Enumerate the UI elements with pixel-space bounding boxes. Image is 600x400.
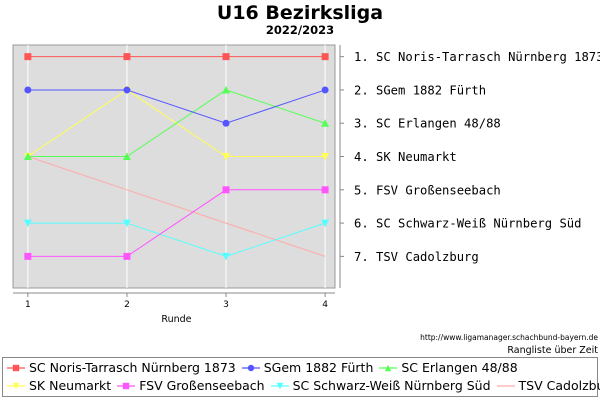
- legend-swatch: [270, 382, 289, 389]
- data-point: [123, 252, 131, 260]
- data-point: [321, 153, 330, 161]
- legend-swatch-marker: [385, 364, 392, 371]
- legend-label: TSV Cadolzburg: [518, 378, 600, 393]
- data-point: [321, 86, 329, 94]
- data-point: [321, 219, 330, 228]
- x-axis-label: Runde: [161, 314, 191, 325]
- legend-swatch: [379, 364, 398, 371]
- legend-label: SK Neumarkt: [29, 378, 112, 393]
- legend-swatch: [7, 364, 25, 371]
- data-point: [24, 53, 32, 61]
- legend-label: SC Erlangen 48/88: [401, 360, 518, 375]
- y-tick-label: 3. SC Erlangen 48/88: [354, 117, 501, 131]
- legend-row: SK Neumarkt FSV Großenseebach SC Schwarz-W…: [7, 378, 600, 393]
- rank-over-time-label: Rangliste über Zeit: [507, 345, 598, 356]
- data-point: [24, 252, 32, 260]
- data-point: [122, 152, 131, 161]
- legend-item: SK Neumarkt: [7, 378, 111, 393]
- x-tick-label: 1: [25, 300, 31, 310]
- data-point: [222, 119, 230, 127]
- series-line: [27, 222, 326, 257]
- data-point: [321, 186, 329, 194]
- data-point: [222, 186, 230, 194]
- x-tick-label: 4: [322, 300, 328, 310]
- y-tick-label: 1. SC Noris-Tarrasch Nürnberg 1873: [354, 50, 600, 64]
- y-tick-label: 4. SK Neumarkt: [354, 150, 457, 164]
- data-point: [321, 53, 329, 61]
- legend-item: SC Erlangen 48/88: [379, 360, 518, 375]
- legend-swatch-marker: [12, 382, 20, 389]
- series-line: [27, 89, 326, 124]
- data-point: [23, 152, 32, 161]
- legend: SC Noris-Tarrasch Nürnberg 1873 SGem 1882…: [2, 357, 600, 397]
- legend-label: SC Schwarz-Weiß Nürnberg Süd: [292, 378, 491, 393]
- chart-subtitle: 2022/2023: [265, 23, 335, 37]
- legend-swatch-marker: [276, 382, 283, 389]
- data-point: [222, 85, 231, 94]
- y-tick-label: 6. SC Schwarz-Weiß Nürnberg Süd: [354, 217, 581, 231]
- data-point: [122, 219, 131, 228]
- data-point: [321, 119, 330, 127]
- legend-swatch: [241, 364, 260, 371]
- legend-label: SGem 1882 Fürth: [263, 360, 374, 375]
- legend-item: SC Schwarz-Weiß Nürnberg Süd: [270, 378, 491, 393]
- legend-item: TSV Cadolzburg: [496, 378, 600, 393]
- legend-swatch: [496, 384, 515, 387]
- data-point: [222, 153, 231, 161]
- legend-label: SC Noris-Tarrasch Nürnberg 1873: [29, 360, 236, 375]
- legend-item: FSV Großenseebach: [117, 378, 265, 393]
- y-tick-label: 5. FSV Großenseebach: [354, 183, 501, 197]
- data-point: [24, 86, 32, 94]
- x-tick-label: 3: [223, 300, 229, 310]
- series-line: [27, 189, 326, 257]
- data-point: [123, 53, 131, 61]
- plot-area: [12, 44, 336, 289]
- data-point: [123, 86, 131, 94]
- legend-swatch: [117, 382, 136, 389]
- y-tick-label: 2. SGem 1882 Fürth: [354, 83, 486, 97]
- legend-item: SC Noris-Tarrasch Nürnberg 1873: [7, 360, 236, 375]
- data-point: [222, 53, 230, 61]
- chart-title: U16 Bezirksliga: [216, 2, 384, 24]
- legend-item: SGem 1882 Fürth: [241, 360, 374, 375]
- legend-swatch: [7, 382, 25, 389]
- legend-row: SC Noris-Tarrasch Nürnberg 1873 SGem 1882…: [7, 360, 524, 375]
- legend-swatch-marker: [12, 364, 20, 371]
- legend-swatch-marker: [122, 382, 130, 389]
- data-point: [23, 219, 32, 228]
- y-tick-label: 7. TSV Cadolzburg: [354, 250, 479, 264]
- source-url: http://www.ligamanager.schachbund-bayern…: [420, 333, 598, 342]
- legend-swatch-marker: [247, 364, 254, 371]
- data-point: [222, 252, 231, 261]
- x-tick-label: 2: [124, 300, 130, 310]
- legend-label: FSV Großenseebach: [139, 378, 265, 393]
